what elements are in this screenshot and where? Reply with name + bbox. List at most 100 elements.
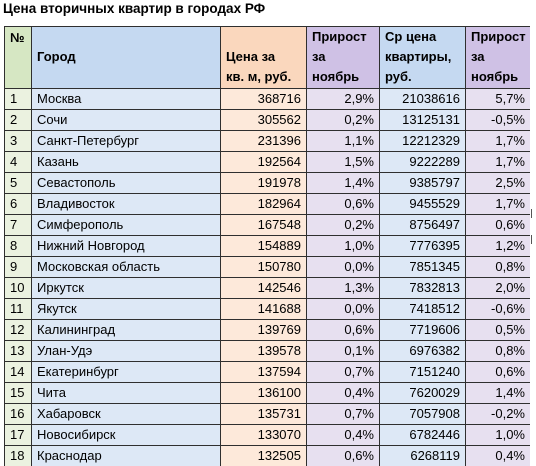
- cell-city[interactable]: Калининград: [32, 320, 221, 341]
- cell-city[interactable]: Московская область: [32, 257, 221, 278]
- cell-price[interactable]: 139578: [221, 341, 307, 362]
- cell-city[interactable]: Владивосток: [32, 194, 221, 215]
- cell-city[interactable]: Нижний Новгород: [32, 236, 221, 257]
- cell-growth-avg[interactable]: 1,7%: [466, 194, 531, 215]
- cell-num[interactable]: 6: [5, 194, 32, 215]
- cell-growth-avg[interactable]: 0,8%: [466, 341, 531, 362]
- cell-growth[interactable]: 0,0%: [307, 257, 380, 278]
- cell-city[interactable]: Краснодар: [32, 446, 221, 466]
- cell-avg-price[interactable]: 7832813: [380, 278, 466, 299]
- cell-num[interactable]: 10: [5, 278, 32, 299]
- cell-price[interactable]: 136100: [221, 383, 307, 404]
- cell-avg-price[interactable]: 8756497: [380, 215, 466, 236]
- cell-avg-price[interactable]: 7620029: [380, 383, 466, 404]
- cell-price[interactable]: 368716: [221, 89, 307, 110]
- header-num[interactable]: №: [5, 27, 32, 89]
- cell-avg-price[interactable]: 21038616: [380, 89, 466, 110]
- cell-growth-avg[interactable]: 1,2%: [466, 236, 531, 257]
- cell-city[interactable]: Севастополь: [32, 173, 221, 194]
- cell-price[interactable]: 305562: [221, 110, 307, 131]
- cell-num[interactable]: 13: [5, 341, 32, 362]
- cell-city[interactable]: Москва: [32, 89, 221, 110]
- cell-city[interactable]: Симферополь: [32, 215, 221, 236]
- cell-growth-avg[interactable]: -0,5%: [466, 110, 531, 131]
- cell-avg-price[interactable]: 7719606: [380, 320, 466, 341]
- cell-num[interactable]: 7: [5, 215, 32, 236]
- cell-avg-price[interactable]: 7851345: [380, 257, 466, 278]
- header-growth[interactable]: Прирост за ноябрь: [307, 27, 380, 89]
- cell-price[interactable]: 167548: [221, 215, 307, 236]
- cell-num[interactable]: 8: [5, 236, 32, 257]
- cell-city[interactable]: Чита: [32, 383, 221, 404]
- cell-price[interactable]: 150780: [221, 257, 307, 278]
- cell-num[interactable]: 1: [5, 89, 32, 110]
- cell-num[interactable]: 15: [5, 383, 32, 404]
- cell-growth[interactable]: 0,4%: [307, 383, 380, 404]
- header-city[interactable]: Город: [32, 27, 221, 89]
- cell-growth-avg[interactable]: 0,8%: [466, 257, 531, 278]
- cell-price[interactable]: 191978: [221, 173, 307, 194]
- cell-growth-avg[interactable]: 5,7%: [466, 89, 531, 110]
- cell-growth[interactable]: 1,0%: [307, 236, 380, 257]
- cell-city[interactable]: Сочи: [32, 110, 221, 131]
- cell-growth-avg[interactable]: 0,5%: [466, 320, 531, 341]
- cell-avg-price[interactable]: 9385797: [380, 173, 466, 194]
- cell-price[interactable]: 192564: [221, 152, 307, 173]
- cell-avg-price[interactable]: 13125131: [380, 110, 466, 131]
- cell-city[interactable]: Иркутск: [32, 278, 221, 299]
- cell-price[interactable]: 133070: [221, 425, 307, 446]
- cell-growth[interactable]: 0,4%: [307, 425, 380, 446]
- cell-avg-price[interactable]: 7418512: [380, 299, 466, 320]
- cell-avg-price[interactable]: 7776395: [380, 236, 466, 257]
- cell-growth[interactable]: 0,0%: [307, 299, 380, 320]
- cell-growth-avg[interactable]: -0,2%: [466, 404, 531, 425]
- header-price[interactable]: Цена за кв. м, руб.: [221, 27, 307, 89]
- cell-growth[interactable]: 0,6%: [307, 446, 380, 466]
- cell-avg-price[interactable]: 7151240: [380, 362, 466, 383]
- cell-num[interactable]: 11: [5, 299, 32, 320]
- cell-price[interactable]: 141688: [221, 299, 307, 320]
- cell-growth-avg[interactable]: 2,0%: [466, 278, 531, 299]
- cell-growth[interactable]: 0,6%: [307, 320, 380, 341]
- cell-growth-avg[interactable]: 1,4%: [466, 383, 531, 404]
- cell-growth[interactable]: 0,7%: [307, 362, 380, 383]
- cell-growth[interactable]: 1,1%: [307, 131, 380, 152]
- cell-price[interactable]: 135731: [221, 404, 307, 425]
- cell-avg-price[interactable]: 6268119: [380, 446, 466, 466]
- cell-growth[interactable]: 1,5%: [307, 152, 380, 173]
- cell-price[interactable]: 139769: [221, 320, 307, 341]
- cell-growth[interactable]: 0,1%: [307, 341, 380, 362]
- cell-avg-price[interactable]: 12212329: [380, 131, 466, 152]
- cell-price[interactable]: 137594: [221, 362, 307, 383]
- cell-avg-price[interactable]: 9222289: [380, 152, 466, 173]
- cell-price[interactable]: 132505: [221, 446, 307, 466]
- cell-avg-price[interactable]: 6782446: [380, 425, 466, 446]
- cell-growth-avg[interactable]: 0,6%: [466, 215, 531, 236]
- cell-growth[interactable]: 1,4%: [307, 173, 380, 194]
- cell-price[interactable]: 142546: [221, 278, 307, 299]
- cell-num[interactable]: 18: [5, 446, 32, 466]
- cell-growth[interactable]: 0,7%: [307, 404, 380, 425]
- cell-price[interactable]: 231396: [221, 131, 307, 152]
- cell-growth-avg[interactable]: 2,5%: [466, 173, 531, 194]
- cell-num[interactable]: 9: [5, 257, 32, 278]
- cell-city[interactable]: Екатеринбург: [32, 362, 221, 383]
- cell-growth-avg[interactable]: 1,0%: [466, 425, 531, 446]
- cell-num[interactable]: 5: [5, 173, 32, 194]
- cell-num[interactable]: 12: [5, 320, 32, 341]
- cell-price[interactable]: 154889: [221, 236, 307, 257]
- cell-num[interactable]: 14: [5, 362, 32, 383]
- cell-num[interactable]: 4: [5, 152, 32, 173]
- cell-growth[interactable]: 1,3%: [307, 278, 380, 299]
- cell-num[interactable]: 17: [5, 425, 32, 446]
- cell-growth[interactable]: 0,2%: [307, 110, 380, 131]
- cell-growth-avg[interactable]: 0,6%: [466, 362, 531, 383]
- cell-city[interactable]: Новосибирск: [32, 425, 221, 446]
- header-avg-price[interactable]: Ср цена квартиры, руб.: [380, 27, 466, 89]
- cell-growth-avg[interactable]: -0,6%: [466, 299, 531, 320]
- cell-num[interactable]: 2: [5, 110, 32, 131]
- cell-num[interactable]: 3: [5, 131, 32, 152]
- cell-growth[interactable]: 0,6%: [307, 194, 380, 215]
- cell-growth-avg[interactable]: 1,7%: [466, 131, 531, 152]
- cell-avg-price[interactable]: 9455529: [380, 194, 466, 215]
